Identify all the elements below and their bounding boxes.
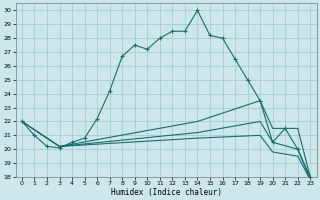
X-axis label: Humidex (Indice chaleur): Humidex (Indice chaleur) (111, 188, 221, 197)
